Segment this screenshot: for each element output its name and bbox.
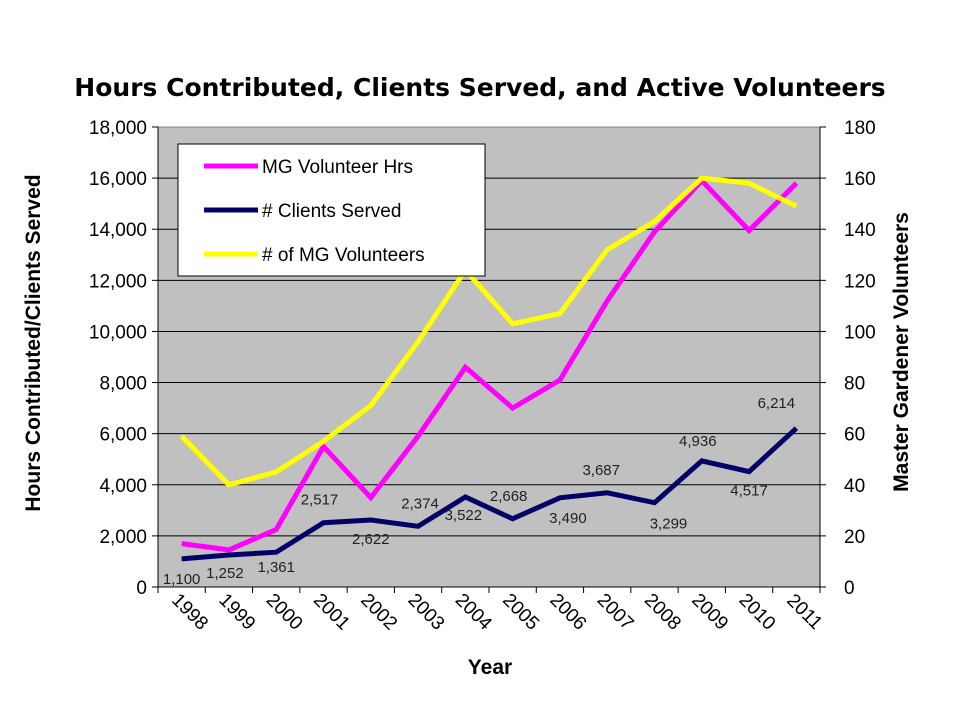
x-tick-label: 1999 (214, 590, 259, 635)
clients-data-label: 3,522 (445, 507, 483, 524)
right-tick-label: 140 (844, 220, 876, 241)
right-tick-label: 40 (844, 476, 865, 497)
right-tick-label: 120 (844, 271, 876, 292)
gridlines (158, 177, 820, 537)
left-tick-label: 18,000 (89, 118, 147, 139)
x-tick-label: 2002 (356, 590, 401, 635)
left-tick-label: 12,000 (89, 271, 147, 292)
x-tick-label: 2004 (451, 590, 496, 635)
clients-data-label: 1,361 (257, 559, 295, 576)
chart-title: Hours Contributed, Clients Served, and A… (74, 73, 885, 102)
left-tick-label: 4,000 (99, 476, 147, 497)
right-tick-label: 60 (844, 425, 865, 446)
y-axis-label-left: Hours Contributed/Clients Served (22, 174, 45, 511)
clients-data-label: 2,374 (401, 495, 439, 512)
x-tick-label: 2011 (782, 590, 826, 634)
x-tick-label: 2000 (262, 590, 307, 635)
right-tick-label: 180 (844, 118, 876, 139)
legend-label: MG Volunteer Hrs (262, 157, 413, 178)
data-labels: 1,100 1,252 1,361 2,517 2,622 2,374 3,522 2,668… (163, 395, 795, 588)
left-tick-label: 0 (136, 578, 147, 599)
legend-label: # Clients Served (262, 201, 401, 222)
x-tick-label: 2003 (404, 590, 449, 635)
series-line-clients-served (181, 426, 799, 562)
right-tick-label: 0 (844, 578, 855, 599)
right-tick-label: 100 (844, 322, 876, 343)
x-tick-label: 2007 (593, 590, 638, 635)
series-layer (179, 175, 799, 562)
x-tick-label: 2001 (309, 590, 354, 635)
x-tick-label: 2006 (545, 590, 590, 635)
clients-data-label: 6,214 (758, 395, 796, 412)
right-tick-label: 160 (844, 169, 876, 190)
x-tick-label: 2010 (735, 590, 780, 635)
clients-data-label: 2,622 (352, 531, 390, 548)
x-axis-label: Year (468, 656, 512, 679)
clients-data-label: 4,517 (730, 483, 768, 500)
series-line-mg-volunteer-hrs (181, 177, 799, 553)
left-axis-ticks: 0 2,000 4,000 6,000 8,000 10,000 12,000 14,000 1… (89, 118, 158, 599)
clients-data-label: 3,490 (549, 510, 587, 527)
left-tick-label: 14,000 (89, 220, 147, 241)
clients-data-label: 4,936 (679, 433, 717, 450)
clients-data-label: 1,252 (206, 565, 244, 582)
left-tick-label: 8,000 (99, 374, 147, 395)
x-tick-label: 1998 (167, 590, 212, 635)
right-tick-label: 80 (844, 374, 865, 395)
legend-label: # of MG Volunteers (262, 245, 425, 266)
clients-data-label: 2,517 (301, 492, 339, 509)
left-tick-label: 16,000 (89, 169, 147, 190)
y-axis-label-right: Master Gardener Volunteers (890, 212, 913, 492)
x-tick-label: 2008 (640, 590, 685, 635)
x-tick-label: 2009 (687, 590, 732, 635)
clients-data-label: 2,668 (490, 488, 528, 505)
left-tick-label: 2,000 (99, 527, 147, 548)
legend: MG Volunteer Hrs # Clients Served # of MG … (177, 143, 486, 277)
series-line-of-mg-volunteers (179, 175, 798, 488)
clients-data-label: 3,299 (650, 516, 688, 533)
clients-data-label: 1,100 (163, 571, 201, 588)
right-axis-ticks: 0 20 40 60 80 100 120 140 160 180 (820, 118, 876, 599)
clients-data-label: 3,687 (582, 462, 620, 479)
x-tick-label: 2005 (498, 590, 543, 635)
x-axis-ticks: 1998 1999 2000 2001 2002 2003 2004 2005 2006 2007… (157, 587, 826, 635)
right-tick-label: 20 (844, 527, 865, 548)
left-tick-label: 6,000 (99, 425, 147, 446)
left-tick-label: 10,000 (89, 322, 147, 343)
